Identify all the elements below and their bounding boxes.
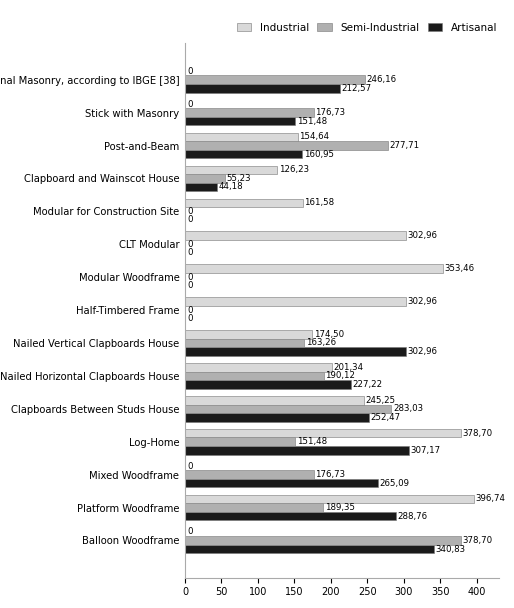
Bar: [185, 297, 406, 306]
Bar: [185, 117, 296, 125]
Text: 0: 0: [187, 461, 193, 471]
Text: 163,26: 163,26: [305, 339, 336, 348]
Text: 176,73: 176,73: [316, 470, 345, 479]
Bar: [185, 141, 388, 150]
Text: 288,76: 288,76: [397, 511, 427, 520]
Text: 190,12: 190,12: [325, 371, 355, 381]
Bar: [185, 232, 406, 240]
Text: 302,96: 302,96: [408, 347, 437, 356]
Text: 302,96: 302,96: [408, 297, 437, 306]
Text: 283,03: 283,03: [393, 404, 423, 413]
Text: 126,23: 126,23: [279, 165, 309, 174]
Bar: [185, 512, 396, 520]
Bar: [185, 347, 406, 356]
Bar: [185, 133, 298, 141]
Text: 378,70: 378,70: [463, 429, 493, 438]
Text: 307,17: 307,17: [411, 446, 440, 455]
Text: 0: 0: [187, 248, 193, 257]
Bar: [185, 363, 332, 371]
Text: 252,47: 252,47: [371, 413, 401, 422]
Text: 0: 0: [187, 67, 193, 75]
Bar: [185, 108, 314, 117]
Text: 189,35: 189,35: [324, 503, 355, 512]
Text: 212,57: 212,57: [341, 84, 372, 93]
Bar: [185, 536, 461, 545]
Text: 0: 0: [187, 527, 193, 536]
Bar: [185, 503, 323, 512]
Text: 0: 0: [187, 314, 193, 323]
Bar: [185, 437, 296, 446]
Text: 302,96: 302,96: [408, 231, 437, 240]
Text: 353,46: 353,46: [444, 264, 474, 273]
Bar: [185, 75, 364, 84]
Bar: [185, 404, 392, 413]
Text: 0: 0: [187, 240, 193, 249]
Bar: [185, 264, 443, 273]
Text: 176,73: 176,73: [316, 108, 345, 117]
Bar: [185, 339, 304, 347]
Bar: [185, 479, 378, 488]
Bar: [185, 174, 225, 183]
Text: 0: 0: [187, 215, 193, 224]
Text: 201,34: 201,34: [333, 363, 363, 372]
Legend: Industrial, Semi-Industrial, Artisanal: Industrial, Semi-Industrial, Artisanal: [232, 18, 501, 36]
Text: 0: 0: [187, 272, 193, 282]
Bar: [185, 150, 302, 158]
Bar: [185, 84, 340, 92]
Text: 246,16: 246,16: [366, 75, 396, 85]
Text: 0: 0: [187, 282, 193, 290]
Bar: [185, 183, 217, 192]
Text: 151,48: 151,48: [297, 117, 327, 126]
Bar: [185, 199, 303, 207]
Bar: [185, 413, 369, 421]
Bar: [185, 429, 461, 437]
Bar: [185, 396, 364, 404]
Text: 227,22: 227,22: [352, 380, 382, 389]
Text: 396,74: 396,74: [476, 494, 506, 503]
Text: 0: 0: [187, 100, 193, 109]
Text: 245,25: 245,25: [365, 396, 395, 405]
Bar: [185, 380, 351, 389]
Text: 0: 0: [187, 306, 193, 314]
Bar: [185, 446, 409, 455]
Bar: [185, 545, 434, 553]
Text: 44,18: 44,18: [219, 182, 243, 192]
Bar: [185, 330, 313, 339]
Bar: [185, 165, 277, 174]
Text: 265,09: 265,09: [380, 478, 410, 488]
Text: 0: 0: [187, 207, 193, 216]
Text: 154,64: 154,64: [299, 133, 329, 142]
Text: 161,58: 161,58: [304, 198, 335, 207]
Bar: [185, 495, 474, 503]
Text: 174,50: 174,50: [314, 330, 344, 339]
Text: 160,95: 160,95: [304, 150, 334, 159]
Text: 151,48: 151,48: [297, 437, 327, 446]
Text: 378,70: 378,70: [463, 536, 493, 545]
Text: 55,23: 55,23: [227, 174, 251, 183]
Bar: [185, 371, 324, 380]
Bar: [185, 471, 314, 479]
Text: 340,83: 340,83: [435, 545, 465, 553]
Text: 277,71: 277,71: [389, 141, 419, 150]
